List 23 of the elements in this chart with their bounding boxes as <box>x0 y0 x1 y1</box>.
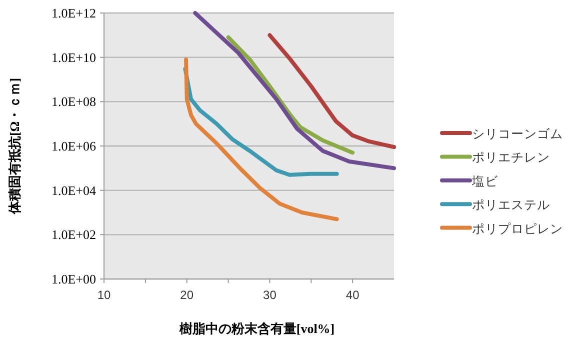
x-tick-label: 40 <box>346 288 360 302</box>
legend-label: ポリプロピレン <box>472 222 563 236</box>
y-tick-label: 1.0E+06 <box>51 138 96 154</box>
legend-label: 塩ビ <box>471 174 499 188</box>
line-series <box>184 57 339 222</box>
y-tick-label: 1.0E+00 <box>51 272 96 286</box>
y-tick-label: 1.0E+12 <box>51 6 96 20</box>
legend-label: シリコーンゴム <box>472 127 563 141</box>
line-series <box>226 35 355 155</box>
y-tick-label: 1.0E+08 <box>51 94 96 110</box>
line-series <box>183 66 339 177</box>
y-tick-label: 1.0E+02 <box>51 227 96 242</box>
line-series <box>268 33 396 150</box>
x-tick-label: 20 <box>180 288 194 302</box>
legend-label: ポリエステル <box>472 198 550 212</box>
x-tick-label: 30 <box>263 288 277 302</box>
x-tick-label: 10 <box>97 288 111 302</box>
y-axis-title: 体積固有抵抗[Ω・ｃｍ] <box>7 78 22 216</box>
y-tick-label: 1.0E+04 <box>51 182 96 198</box>
x-axis-title: 樹脂中の粉末含有量[vol%] <box>178 321 335 336</box>
line-series <box>193 11 396 170</box>
y-tick-label: 1.0E+10 <box>51 50 96 65</box>
legend-label: ポリエチレン <box>472 150 550 165</box>
